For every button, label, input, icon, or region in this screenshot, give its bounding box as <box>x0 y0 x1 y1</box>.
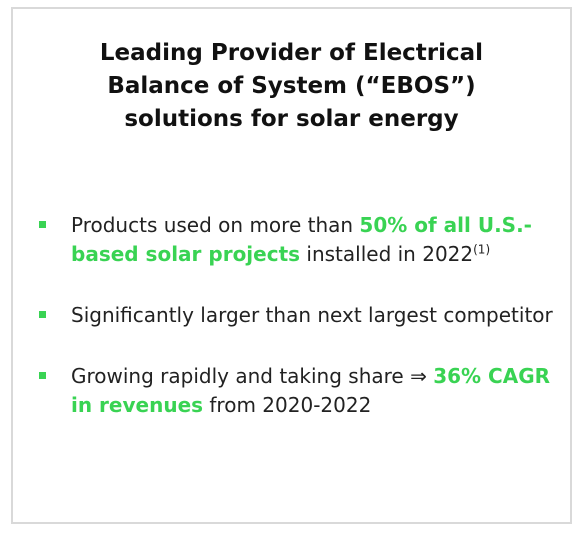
bullet-text: Significantly larger than next largest c… <box>71 303 553 327</box>
title-line-1: Leading Provider of Electrical <box>99 40 484 66</box>
title-line-3: solutions for solar energy <box>124 106 459 132</box>
title-line-2: Balance of System (“EBOS”) <box>107 73 476 99</box>
bullet-square-icon <box>39 372 46 379</box>
card-title: Leading Provider of Electrical Balance o… <box>13 37 570 136</box>
bullet-item-growth: Growing rapidly and taking share ⇒ 36% C… <box>35 362 555 420</box>
info-card: Leading Provider of Electrical Balance o… <box>11 7 572 524</box>
bullet-list: Products used on more than 50% of all U.… <box>35 211 555 420</box>
bullet-square-icon <box>39 221 46 228</box>
bullet-highlight: 36% CAGR in revenues <box>71 364 551 417</box>
bullet-item-competitor: Significantly larger than next largest c… <box>35 301 555 330</box>
bullet-square-icon <box>39 311 46 318</box>
bullet-highlight: 50% of all U.S.-based solar projects <box>71 213 532 266</box>
bullet-text-after: installed in 2022 <box>300 242 474 266</box>
bullet-text: Products used on more than <box>71 213 360 237</box>
bullet-item-market-share: Products used on more than 50% of all U.… <box>35 211 555 269</box>
bullet-text: Growing rapidly and taking share ⇒ <box>71 364 434 388</box>
bullet-text-after: from 2020-2022 <box>203 393 372 417</box>
footnote-marker: (1) <box>473 242 491 257</box>
